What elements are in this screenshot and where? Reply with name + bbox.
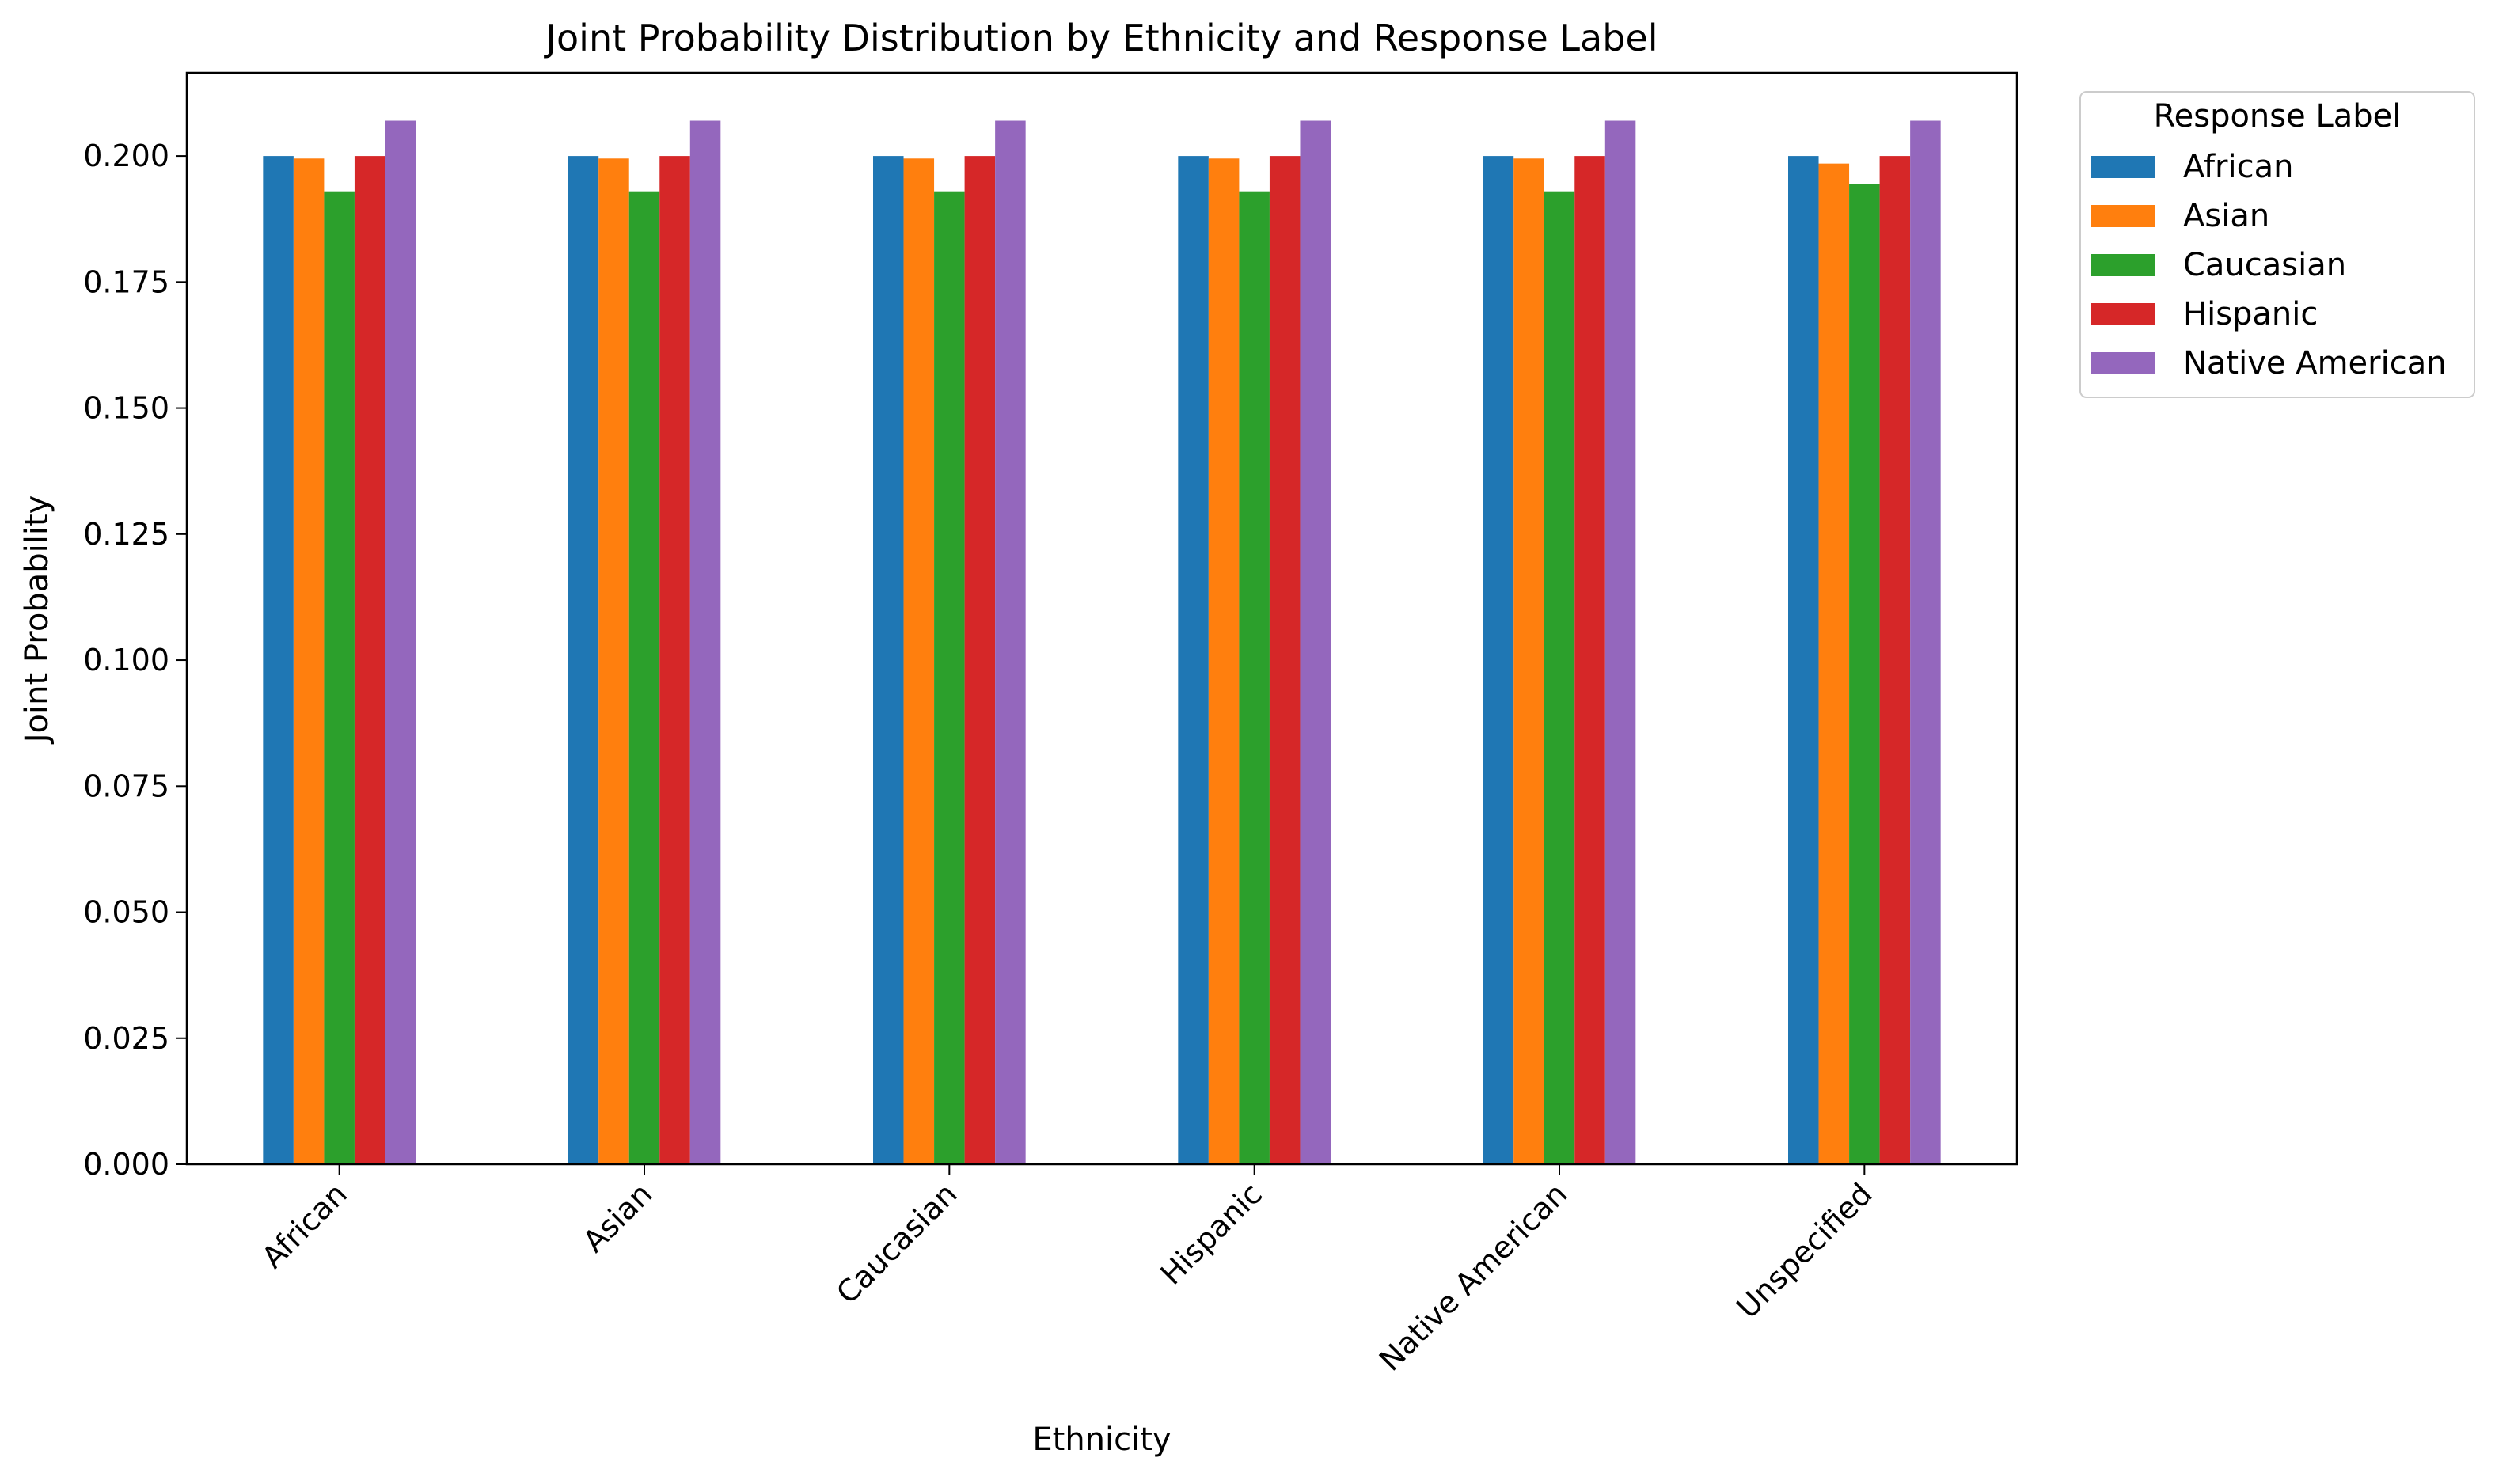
legend: Response Label African Asian Caucasian Hisp… (2079, 91, 2475, 398)
bar (385, 120, 416, 1164)
y-tick-label: 0.025 (83, 1021, 169, 1056)
bar (1178, 156, 1209, 1165)
plot-frame (185, 71, 2018, 1166)
bar (995, 120, 1026, 1164)
bar (628, 191, 660, 1165)
y-tick-label: 0.175 (83, 264, 169, 299)
bar (1483, 156, 1514, 1165)
legend-title: Response Label (2154, 98, 2402, 135)
bar (964, 156, 996, 1165)
bar (598, 158, 629, 1164)
legend-swatch (2091, 303, 2155, 325)
bar (568, 156, 599, 1165)
y-axis-label: Joint Probability (19, 495, 55, 746)
y-tick-label: 0.075 (83, 769, 169, 803)
y-tick-label: 0.050 (83, 895, 169, 930)
legend-label: Caucasian (2183, 247, 2346, 283)
legend-swatch (2091, 205, 2155, 227)
legend-swatch (2091, 156, 2155, 178)
bar (1879, 156, 1911, 1165)
bar (659, 156, 690, 1165)
legend-items: African Asian Caucasian Hispanic Native Amer… (2091, 149, 2447, 381)
legend-label: Native American (2183, 345, 2447, 381)
y-tick-label: 0.200 (83, 139, 169, 173)
chart-title: Joint Probability Distribution by Ethnic… (543, 17, 1658, 59)
bar (1269, 156, 1301, 1165)
bar (1574, 156, 1605, 1165)
bar (1604, 120, 1636, 1164)
bar (873, 156, 904, 1165)
bar (1544, 191, 1575, 1165)
legend-frame (2079, 91, 2475, 398)
bar (934, 191, 965, 1165)
y-tick-label: 0.100 (83, 643, 169, 677)
y-tick-label: 0.125 (83, 517, 169, 552)
bar (354, 156, 385, 1165)
bar (1788, 156, 1819, 1165)
y-tick-label: 0.000 (83, 1147, 169, 1182)
legend-label: Hispanic (2183, 296, 2318, 332)
bar (324, 191, 355, 1165)
bar (1239, 191, 1270, 1165)
bar (903, 158, 935, 1164)
bar (293, 158, 325, 1164)
bar (1208, 158, 1240, 1164)
bar (1910, 120, 1941, 1164)
bar (263, 156, 294, 1165)
bar (1818, 163, 1850, 1164)
legend-swatch (2091, 352, 2155, 374)
bar (1513, 158, 1544, 1164)
bar (1300, 120, 1331, 1164)
x-axis-label: Ethnicity (1032, 1421, 1171, 1458)
legend-label: Asian (2183, 198, 2269, 234)
legend-swatch (2091, 254, 2155, 276)
legend-label: African (2183, 149, 2293, 185)
bar (1849, 184, 1880, 1164)
bar (689, 120, 721, 1164)
y-tick-label: 0.150 (83, 391, 169, 426)
